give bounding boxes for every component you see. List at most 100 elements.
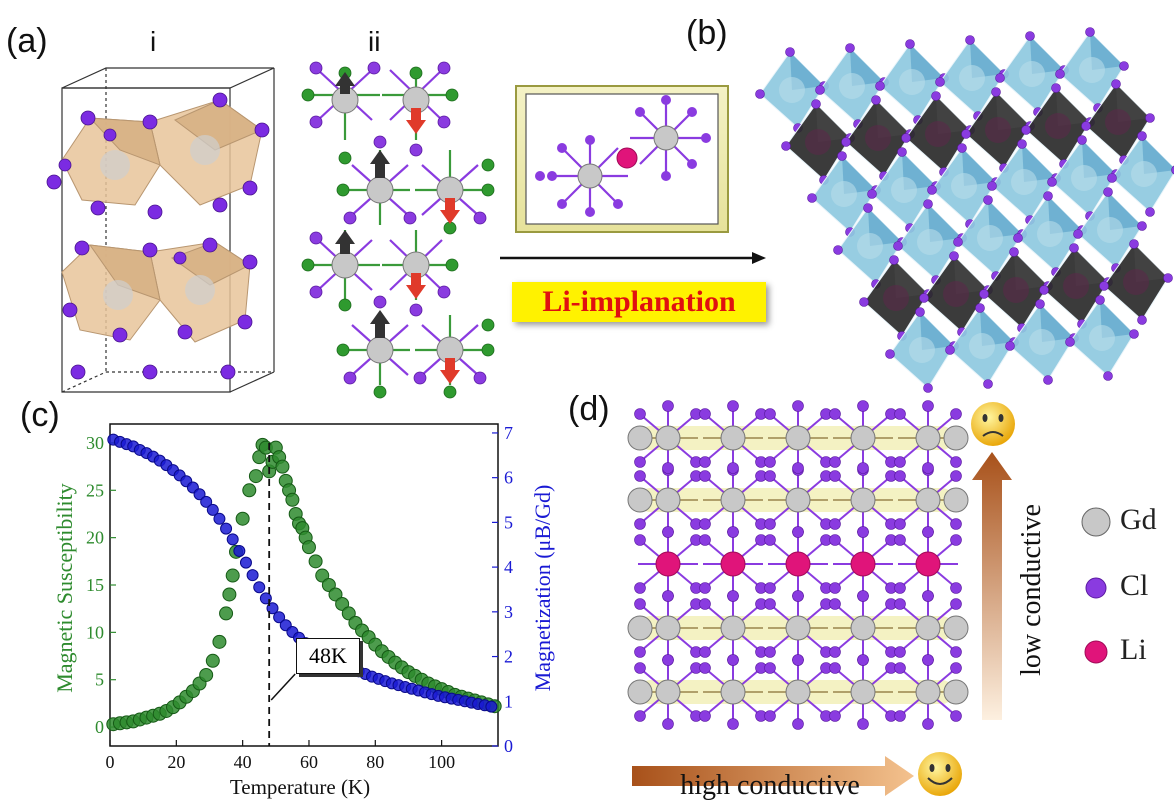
- cl-atom: [755, 518, 767, 530]
- cl-atom: [885, 710, 897, 722]
- sad-face-icon: [971, 402, 1015, 446]
- bond: [641, 415, 695, 461]
- y-right-tick-label: 5: [504, 512, 513, 532]
- susceptibility-point: [481, 697, 496, 712]
- cl-atom: [885, 456, 897, 468]
- li-atom: [850, 551, 876, 577]
- octahedron: [1059, 31, 1125, 109]
- cl-atom: [949, 341, 959, 351]
- gd-atom: [720, 679, 746, 705]
- cl-atom: [727, 654, 739, 666]
- conduction-slab: [640, 488, 952, 512]
- octahedron-center: [883, 285, 909, 311]
- bond: [706, 477, 760, 523]
- cl-atom: [690, 662, 702, 674]
- octahedron-face: [876, 100, 910, 138]
- panel-label-c: (c): [20, 396, 60, 434]
- octahedron: [1017, 195, 1083, 273]
- cl-atom: [1055, 69, 1065, 79]
- cl-atom: [953, 237, 963, 247]
- cl-atom: [699, 518, 711, 530]
- susceptibility-point: [242, 483, 257, 498]
- gd-atom: [655, 615, 681, 641]
- cl-atom: [950, 456, 962, 468]
- cl-atom: [905, 223, 915, 233]
- cl-atom: [950, 470, 962, 482]
- susceptibility-point: [447, 687, 462, 702]
- cl-atom: [829, 662, 841, 674]
- octahedron-center: [899, 69, 925, 95]
- magnetization-point: [133, 443, 146, 456]
- y-left-tick-label: 0: [95, 717, 104, 737]
- cl-atom: [792, 400, 804, 412]
- octahedron: [1077, 191, 1143, 269]
- magnetization-point: [120, 438, 133, 451]
- cl-atom: [755, 662, 767, 674]
- cl-atom: [879, 171, 889, 181]
- magnetization-point: [127, 440, 140, 453]
- cl-atom: [965, 219, 975, 229]
- cl-atom: [1051, 267, 1061, 277]
- cl-atom: [1059, 65, 1069, 75]
- susceptibility-point: [487, 699, 502, 714]
- cl-atom: [999, 69, 1009, 79]
- cl-atom: [829, 646, 841, 658]
- cl-atom: [699, 598, 711, 610]
- magnetization-point: [399, 680, 412, 693]
- octahedron-center: [917, 229, 943, 255]
- cl-atom: [922, 400, 934, 412]
- cl-atom: [939, 167, 949, 177]
- cl-atom: [792, 464, 804, 476]
- bond: [836, 415, 890, 461]
- susceptibility-point: [106, 717, 121, 732]
- bond: [771, 669, 825, 715]
- cl-atom: [950, 582, 962, 594]
- cl-atom: [690, 646, 702, 658]
- cl-atom: [634, 470, 646, 482]
- conduction-slab: [640, 680, 952, 704]
- susceptibility-point: [355, 623, 370, 638]
- bond: [771, 415, 825, 461]
- cl-atom: [662, 400, 674, 412]
- magnetization-point: [160, 459, 173, 472]
- cl-atom: [859, 297, 869, 307]
- cl-atom: [634, 710, 646, 722]
- cl-atom: [634, 598, 646, 610]
- octahedron-face: [970, 40, 1004, 78]
- cl-atom: [699, 456, 711, 468]
- cl-atom: [987, 181, 997, 191]
- cl-atom: [949, 251, 959, 261]
- cl-atom: [1077, 135, 1087, 145]
- magnetization-point: [113, 435, 126, 448]
- cl-atom: [755, 470, 767, 482]
- cl-atom: [919, 293, 929, 303]
- magnetization-point: [472, 697, 485, 710]
- susceptibility-point: [434, 682, 449, 697]
- bond: [836, 477, 890, 523]
- cl-atom: [995, 73, 1005, 83]
- octahedron: [759, 51, 825, 129]
- bond: [771, 669, 825, 715]
- bond: [641, 415, 695, 461]
- cl-atom: [894, 598, 906, 610]
- octahedron-face: [1100, 300, 1134, 338]
- panel-label-a-i: i: [150, 26, 157, 57]
- cl-atom: [662, 654, 674, 666]
- cl-atom: [961, 129, 971, 139]
- gd-atom: [720, 425, 746, 451]
- susceptibility-point: [159, 703, 174, 718]
- cl-atom: [829, 518, 841, 530]
- gd-atom: [785, 679, 811, 705]
- cl-atom: [1107, 173, 1117, 183]
- cl-atom: [811, 99, 821, 109]
- susceptibility-point: [321, 578, 336, 592]
- cl-atom: [1085, 117, 1095, 127]
- cl-atom: [755, 89, 765, 99]
- susceptibility-point: [205, 653, 220, 668]
- octahedron-center: [959, 65, 985, 91]
- bond: [641, 477, 695, 523]
- cl-atom: [885, 534, 897, 546]
- susceptibility-point: [132, 712, 147, 727]
- susceptibility-point: [192, 676, 207, 691]
- magnetization-point: [438, 691, 451, 704]
